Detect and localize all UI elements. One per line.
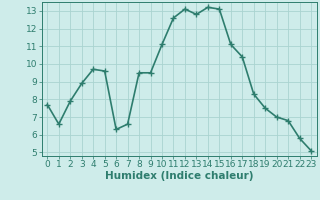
X-axis label: Humidex (Indice chaleur): Humidex (Indice chaleur) xyxy=(105,171,253,181)
